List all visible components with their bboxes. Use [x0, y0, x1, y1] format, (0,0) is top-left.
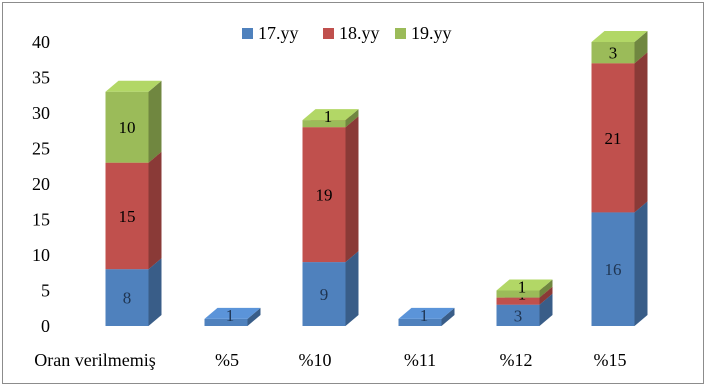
bar-segment-side [345, 109, 359, 128]
bar-segment [398, 318, 442, 326]
bar-segment-side [247, 307, 261, 326]
y-tick-label: 25 [32, 139, 50, 159]
bar-segment-top [105, 80, 162, 92]
bar-data-label: 3 [609, 44, 618, 63]
y-tick-label: 20 [32, 174, 50, 194]
legend-swatch [242, 28, 253, 39]
bar-segment-side [148, 80, 162, 163]
bars: 8151019191131116213 [105, 31, 648, 326]
x-category-label: Oran verilmemiş [34, 350, 155, 370]
bar-segment-top [496, 279, 553, 291]
bar-segment [204, 318, 248, 326]
bar-segment-top [398, 307, 455, 319]
bar-data-label: 1 [518, 278, 527, 297]
x-axis: Oran verilmemiş %5 %10 %11 %12 %15 [34, 350, 626, 370]
legend-label: 18.yy [339, 23, 380, 43]
bar-segment-side [634, 201, 648, 326]
y-tick-label: 0 [41, 316, 50, 336]
bar-segment [302, 127, 346, 263]
bar-data-label: 1 [324, 107, 333, 126]
bar-segment [496, 304, 540, 326]
bar-segment [591, 42, 635, 64]
bar-segment-side [148, 151, 162, 270]
legend: 17.yy 18.yy 19.yy [242, 23, 452, 43]
bar-segment-top [204, 307, 261, 319]
x-category-label: %15 [594, 350, 627, 370]
bar-segment [302, 120, 346, 128]
bar-segment-side [539, 279, 553, 298]
y-tick-label: 30 [32, 103, 50, 123]
bar-data-label: 3 [514, 306, 523, 325]
bar-segment-side [539, 293, 553, 326]
bar-segment [105, 91, 149, 163]
bar-segment [591, 212, 635, 326]
y-tick-label: 15 [32, 210, 50, 230]
bar-data-label: 16 [605, 260, 622, 279]
x-category-label: %10 [299, 350, 332, 370]
bar-segment [496, 297, 540, 305]
bar-data-label: 8 [123, 289, 132, 308]
bar-segment-top [591, 31, 648, 42]
y-tick-label: 35 [32, 68, 50, 88]
bar-data-label: 1 [420, 306, 429, 325]
x-category-label: %5 [215, 350, 239, 370]
bar-segment [496, 290, 540, 298]
legend-swatch [323, 28, 334, 39]
bar-data-label: 19 [316, 186, 333, 205]
x-category-label: %11 [404, 350, 436, 370]
bar-data-label: 9 [320, 285, 329, 304]
y-axis: 0 5 10 15 20 25 30 35 40 [32, 32, 50, 336]
bar-segment-top [302, 109, 359, 121]
bar-segment [591, 63, 635, 213]
bar-segment [302, 262, 346, 326]
bar-data-label: 15 [119, 207, 136, 226]
bar-segment-side [634, 52, 648, 213]
bar-segment-side [345, 116, 359, 263]
bar-segment-side [148, 258, 162, 326]
bar-segment [105, 269, 149, 326]
x-category-label: %12 [500, 350, 533, 370]
legend-swatch [395, 28, 406, 39]
y-tick-label: 10 [32, 245, 50, 265]
bar-segment-side [345, 251, 359, 326]
bar-segment-side [634, 31, 648, 64]
bar-data-label: 1 [226, 306, 235, 325]
y-tick-label: 5 [41, 281, 50, 301]
legend-label: 17.yy [258, 23, 299, 43]
bar-segment-side [539, 286, 553, 305]
bar-segment [105, 162, 149, 270]
bar-segment-side [441, 307, 455, 326]
legend-label: 19.yy [411, 23, 452, 43]
y-tick-label: 40 [32, 32, 50, 52]
bar-data-label: 10 [119, 118, 136, 137]
bar-data-label: 21 [605, 129, 622, 148]
